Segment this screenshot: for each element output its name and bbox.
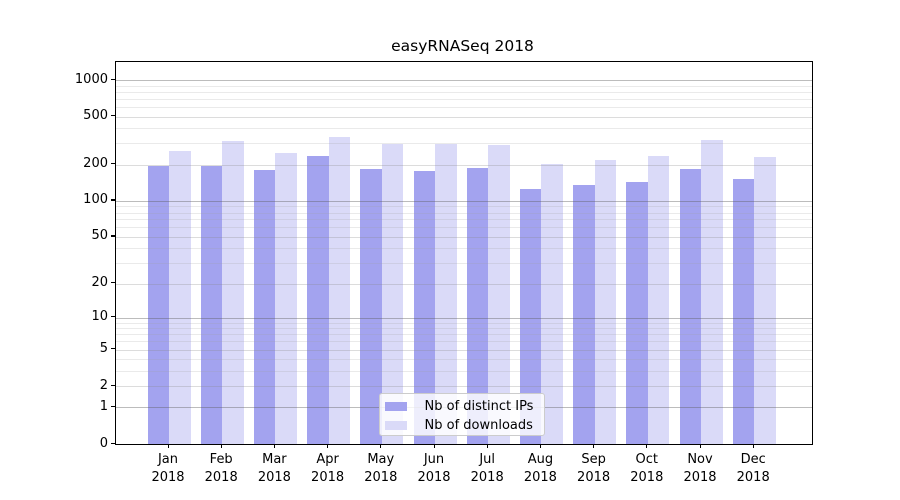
y-tick-label-5: 5 <box>99 341 108 357</box>
y-tick-mark <box>110 384 115 386</box>
bar-downloads-apr <box>328 136 351 444</box>
x-tick-label-jan: Jan 2018 <box>151 452 185 485</box>
y-tick-mark <box>110 316 115 318</box>
bar-downloads-may <box>381 144 404 444</box>
y-tick-mark <box>110 235 115 237</box>
y-tick-mark <box>110 163 115 165</box>
plot-area <box>114 60 813 445</box>
x-tick-mark <box>220 443 222 448</box>
bar-downloads-jun <box>435 144 457 444</box>
y-tick-label-0: 0 <box>99 435 108 451</box>
bar-downloads-aug <box>541 164 563 444</box>
x-tick-label-sep: Sep 2018 <box>577 452 611 485</box>
legend-entry-downloads: Nb of downloads <box>384 416 540 434</box>
x-tick-label-jun: Jun 2018 <box>417 452 451 485</box>
y-tick-label-1: 1 <box>99 398 108 414</box>
bar-distinct-ips-may <box>360 169 382 444</box>
legend-swatch-distinct-ips <box>384 402 407 411</box>
y-tick-mark <box>110 348 115 350</box>
y-tick-label-2: 2 <box>99 377 108 393</box>
x-tick-mark <box>433 443 435 448</box>
x-tick-mark <box>539 443 542 448</box>
x-tick-mark <box>167 443 169 448</box>
x-tick-label-feb: Feb 2018 <box>204 452 238 485</box>
y-tick-mark <box>110 115 115 117</box>
bar-downloads-sep <box>594 160 617 444</box>
x-tick-label-mar: Mar 2018 <box>257 452 291 485</box>
y-tick-label-1000: 1000 <box>74 71 108 87</box>
y-tick-label-200: 200 <box>83 156 108 172</box>
bar-downloads-mar <box>275 153 297 444</box>
bar-downloads-feb <box>222 141 244 444</box>
bar-downloads-nov <box>701 140 723 444</box>
y-tick-label-20: 20 <box>91 275 108 291</box>
bar-downloads-jan <box>169 151 191 444</box>
y-tick-mark <box>110 78 115 80</box>
x-tick-mark <box>593 443 595 448</box>
y-tick-label-10: 10 <box>91 309 108 325</box>
y-tick-mark <box>110 442 115 444</box>
bar-distinct-ips-apr <box>307 155 329 444</box>
x-tick-label-apr: Apr 2018 <box>311 452 345 485</box>
bar-downloads-dec <box>754 157 776 444</box>
x-tick-label-aug: Aug 2018 <box>523 452 557 485</box>
bar-distinct-ips-oct <box>626 181 648 444</box>
bars-layer <box>116 62 813 445</box>
legend: Nb of distinct IPs Nb of downloads <box>378 393 545 436</box>
x-tick-mark <box>646 443 648 448</box>
x-tick-mark <box>486 443 488 448</box>
chart-title: easyRNASeq 2018 <box>391 37 534 55</box>
y-tick-mark <box>110 199 115 201</box>
x-tick-mark <box>327 443 329 448</box>
legend-label-downloads: Nb of downloads <box>424 417 533 433</box>
bar-distinct-ips-nov <box>679 169 701 444</box>
y-tick-label-50: 50 <box>91 228 108 244</box>
y-tick-label-500: 500 <box>83 108 108 123</box>
x-tick-mark <box>380 443 382 448</box>
y-tick-label-100: 100 <box>83 192 108 208</box>
bar-distinct-ips-dec <box>732 178 755 444</box>
x-tick-mark <box>699 443 701 448</box>
x-tick-label-may: May 2018 <box>364 452 398 485</box>
y-tick-mark <box>110 282 115 284</box>
legend-entry-distinct-ips: Nb of distinct IPs <box>384 398 540 416</box>
bar-distinct-ips-aug <box>519 189 542 444</box>
bar-distinct-ips-mar <box>253 169 276 444</box>
x-tick-label-oct: Oct 2018 <box>630 452 664 485</box>
x-tick-label-nov: Nov 2018 <box>683 452 717 485</box>
x-tick-mark <box>752 443 754 448</box>
x-tick-mark <box>273 443 276 448</box>
legend-swatch-downloads <box>384 420 407 430</box>
bar-distinct-ips-sep <box>573 185 595 444</box>
bar-distinct-ips-jan <box>147 165 169 444</box>
x-tick-label-dec: Dec 2018 <box>736 452 770 485</box>
bar-downloads-oct <box>647 155 670 444</box>
bar-downloads-jul <box>488 145 510 444</box>
y-tick-mark <box>110 405 115 408</box>
bar-distinct-ips-jul <box>466 167 489 444</box>
bar-distinct-ips-feb <box>200 165 223 444</box>
bar-distinct-ips-jun <box>413 171 435 444</box>
x-tick-label-jul: Jul 2018 <box>470 452 504 485</box>
legend-label-distinct-ips: Nb of distinct IPs <box>424 399 534 414</box>
